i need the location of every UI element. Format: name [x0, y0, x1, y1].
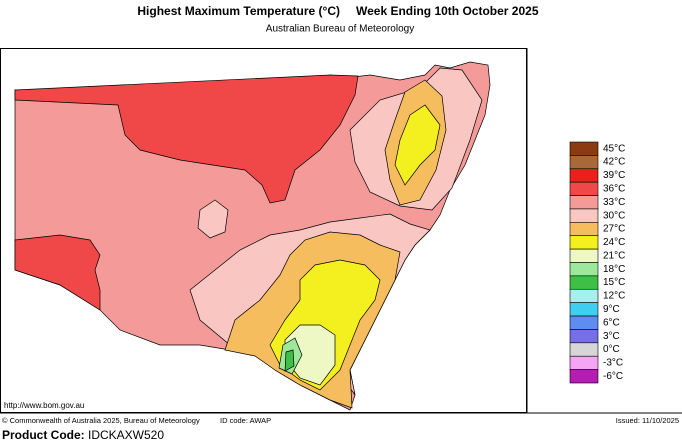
legend-swatch	[569, 262, 599, 277]
legend-label: 36°C	[603, 184, 625, 195]
region-30	[197, 199, 229, 239]
legend-swatch	[569, 168, 599, 183]
legend-label: 15°C	[603, 277, 625, 288]
legend-label: 24°C	[603, 237, 625, 248]
legend-swatch	[569, 342, 599, 357]
legend-swatch	[569, 315, 599, 330]
issued: Issued: 11/10/2025	[616, 416, 679, 425]
legend-swatch	[569, 222, 599, 237]
legend-swatch	[569, 181, 599, 196]
legend-label: 3°C	[603, 331, 620, 342]
copyright: © Commonwealth of Australia 2025, Bureau…	[2, 416, 200, 425]
legend-label: 33°C	[603, 197, 625, 208]
legend-swatch	[569, 235, 599, 250]
legend-label: 45°C	[603, 143, 625, 154]
legend-swatch	[569, 275, 599, 290]
legend-swatch	[569, 248, 599, 263]
legend-label: 0°C	[603, 344, 620, 355]
id-code: ID code: AWAP	[220, 416, 271, 425]
legend-label: 9°C	[603, 304, 620, 315]
legend-swatch	[569, 302, 599, 317]
legend-swatch	[569, 208, 599, 223]
product-code: IDCKAXW520	[88, 428, 164, 442]
legend: 45°C 42°C 39°C 36°C 33°C 30°C 27°C 24°C 21°C 18°C…	[569, 141, 625, 384]
legend-swatch	[569, 329, 599, 344]
title: Highest Maximum Temperature (°C)	[137, 4, 340, 18]
legend-label: 30°C	[603, 210, 625, 221]
product-code-label: Product Code:	[2, 428, 85, 442]
region-24	[394, 104, 441, 186]
legend-label: 18°C	[603, 264, 625, 275]
legend-label: 21°C	[603, 250, 625, 261]
legend-label: 6°C	[603, 317, 620, 328]
nsw-map	[14, 61, 491, 411]
legend-label: 42°C	[603, 157, 625, 168]
region-36	[14, 74, 359, 204]
legend-swatch	[569, 355, 599, 370]
legend-swatch	[569, 288, 599, 303]
legend-label: -6°C	[603, 371, 623, 382]
legend-swatch	[569, 195, 599, 210]
region-36	[14, 234, 101, 311]
subtitle: Australian Bureau of Meteorology	[266, 24, 414, 35]
legend-swatch	[569, 369, 599, 384]
legend-label: 12°C	[603, 291, 625, 302]
legend-swatch	[569, 141, 599, 156]
legend-label: 27°C	[603, 224, 625, 235]
legend-label: 39°C	[603, 170, 625, 181]
period: Week Ending 10th October 2025	[356, 4, 539, 18]
legend-swatch	[569, 155, 599, 170]
url: http://www.bom.gov.au	[4, 401, 84, 410]
region-15	[284, 349, 295, 372]
legend-label: -3°C	[603, 358, 623, 369]
